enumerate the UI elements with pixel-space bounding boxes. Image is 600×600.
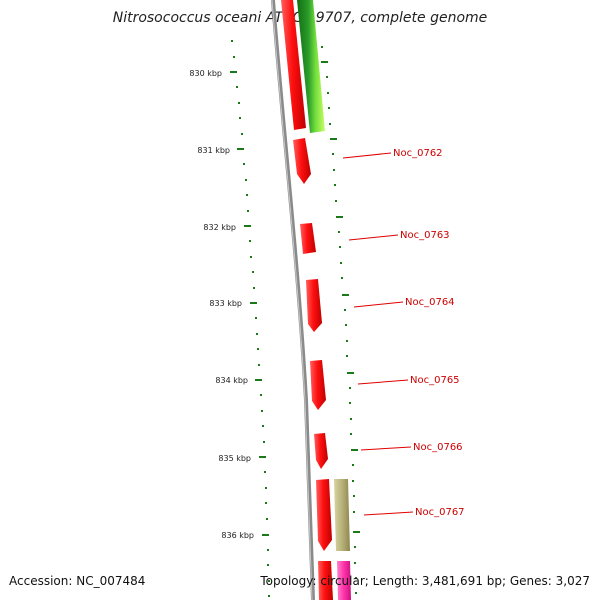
accession-text: Accession: NC_007484	[9, 574, 146, 588]
genome-backbone	[271, 0, 315, 600]
gene-callout-lines	[342, 152, 414, 516]
gene-block	[316, 479, 332, 551]
gene-label-noc-0764[interactable]: Noc_0764	[405, 297, 455, 308]
genome-backbone-highlight	[271, 0, 313, 600]
gene-block	[306, 279, 322, 332]
gene-block	[297, 0, 325, 133]
gene-block	[281, 0, 306, 130]
kbp-label: 830 kbp	[189, 69, 222, 78]
callout-line	[353, 301, 404, 308]
callout-line	[348, 234, 399, 241]
gene-label-noc-0765[interactable]: Noc_0765	[410, 375, 460, 386]
inner-tick-ring	[321, 46, 360, 594]
reverse-gene-track	[297, 0, 351, 600]
kbp-scale-labels: 830 kbp 831 kbp 832 kbp 833 kbp 834 kbp …	[189, 69, 254, 540]
gene-label-noc-0767[interactable]: Noc_0767	[415, 507, 465, 518]
topology-text: Topology: circular; Length: 3,481,691 bp…	[260, 574, 590, 588]
gene-label-noc-0762[interactable]: Noc_0762	[393, 148, 443, 159]
callout-line	[360, 446, 412, 451]
kbp-label: 834 kbp	[215, 376, 248, 385]
callout-line	[363, 511, 414, 516]
gene-block	[337, 561, 351, 600]
kbp-label: 833 kbp	[209, 299, 242, 308]
kbp-label: 831 kbp	[197, 146, 230, 155]
kbp-label: 836 kbp	[221, 531, 254, 540]
gene-block	[310, 360, 326, 410]
gene-label-noc-0766[interactable]: Noc_0766	[413, 442, 463, 453]
forward-gene-track	[281, 0, 333, 600]
gene-block	[314, 433, 328, 469]
kbp-label: 835 kbp	[218, 454, 251, 463]
callout-line	[357, 379, 409, 385]
kbp-label: 832 kbp	[203, 223, 236, 232]
outer-tick-ring	[230, 40, 270, 597]
gene-label-noc-0763[interactable]: Noc_0763	[400, 230, 450, 241]
callout-line	[342, 152, 392, 159]
gene-block	[293, 138, 311, 184]
gene-block	[318, 561, 333, 600]
gene-block	[300, 223, 316, 254]
gene-block	[334, 479, 350, 551]
gene-labels: Noc_0762 Noc_0763 Noc_0764 Noc_0765 Noc_…	[393, 148, 465, 518]
